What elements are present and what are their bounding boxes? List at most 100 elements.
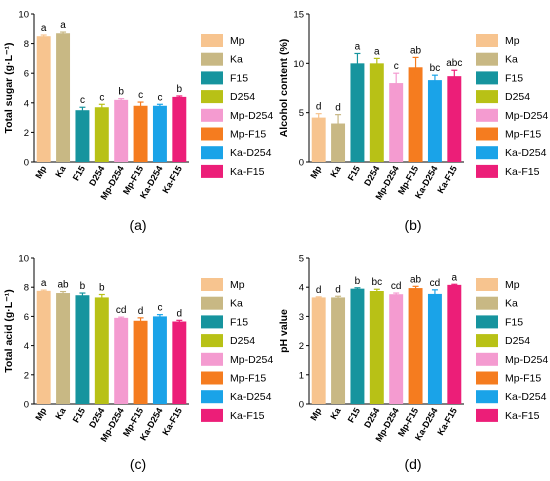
legend-label-Mp: Mp: [230, 279, 245, 291]
x-tick-label: Mp: [33, 406, 48, 423]
bar-Ka-D254: [152, 316, 167, 404]
significance-letter: abc: [446, 58, 462, 69]
legend-label-Mp-F15: Mp-F15: [505, 373, 541, 385]
panel-label-a: (a): [129, 217, 146, 233]
legend-label-Mp-D254: Mp-D254: [230, 110, 273, 122]
legend-label-Mp: Mp: [230, 35, 245, 47]
legend-label-D254: D254: [505, 91, 530, 103]
legend-swatch-Mp-D254: [201, 352, 223, 366]
x-tick-label: Ka: [53, 405, 68, 421]
legend-label-F15: F15: [505, 316, 523, 328]
significance-letter: c: [99, 92, 104, 103]
legend-swatch-Ka-F15: [476, 408, 498, 422]
legend-a: Mp Ka F15 D254 Mp-D254 Mp-F15 Ka-D254 Ka-F15: [201, 34, 273, 178]
legend-swatch-Ka-D254: [201, 146, 223, 160]
panel-c: 0 2 4 6 8 10 Total acid (g·L⁻¹) a Mp ab Ka b F15 b D25…: [3, 254, 273, 473]
significance-letter: bc: [372, 277, 383, 288]
y-tick-label: 4: [24, 341, 29, 352]
bar-Ka: [56, 293, 71, 404]
x-tick-label: Mp: [33, 164, 48, 181]
y-tick-label: 0: [24, 400, 29, 411]
x-tick-label: F15: [71, 164, 87, 182]
y-tick-label: 2: [24, 370, 29, 381]
bar-Mp: [311, 297, 326, 404]
legend-c: Mp Ka F15 D254 Mp-D254 Mp-F15 Ka-D254 Ka-F15: [201, 278, 273, 422]
significance-letter: c: [80, 95, 85, 106]
x-tick-label: F15: [71, 406, 87, 424]
legend-swatch-Ka-D254: [476, 146, 498, 160]
significance-letter: a: [41, 278, 47, 289]
legend-label-Mp-D254: Mp-D254: [505, 354, 548, 366]
legend-label-Mp: Mp: [505, 279, 520, 291]
panel-label-c: (c): [130, 456, 146, 472]
x-tick-label: Mp: [308, 164, 323, 181]
legend-swatch-Mp-F15: [476, 371, 498, 385]
x-tick-label: D254: [87, 164, 106, 188]
legend-swatch-Ka-F15: [476, 164, 498, 178]
legend-swatch-Ka: [476, 52, 498, 66]
x-tick-label: Ka: [328, 163, 343, 179]
legend-b: Mp Ka F15 D254 Mp-D254 Mp-F15 Ka-D254 Ka-F15: [476, 34, 548, 178]
legend-label-Mp-D254: Mp-D254: [505, 110, 548, 122]
x-tick-label: D254: [362, 164, 381, 188]
bar-Mp-F15: [408, 67, 423, 162]
significance-letter: c: [157, 92, 162, 103]
legend-swatch-Ka: [476, 296, 498, 310]
legend-swatch-Ka: [201, 296, 223, 310]
legend-swatch-Ka-F15: [201, 408, 223, 422]
bar-Mp: [36, 36, 51, 163]
bar-Ka-F15: [172, 96, 187, 162]
significance-letter: c: [157, 303, 162, 314]
significance-letter: b: [177, 84, 183, 95]
legend-label-Ka-F15: Ka-F15: [230, 410, 265, 422]
y-tick-label: 10: [293, 59, 304, 70]
x-tick-label: Ka: [328, 405, 343, 421]
significance-letter: c: [394, 61, 399, 72]
legend-swatch-Mp-D254: [476, 352, 498, 366]
plot-c: 0 2 4 6 8 10 Total acid (g·L⁻¹) a Mp ab Ka b F15 b D25…: [3, 254, 189, 443]
legend-label-Ka-F15: Ka-F15: [230, 166, 265, 178]
bar-Mp-D254: [114, 99, 129, 162]
legend-swatch-F15: [476, 71, 498, 85]
y-tick-label: 0: [299, 158, 304, 169]
significance-letter: b: [99, 283, 105, 294]
legend-swatch-Mp-F15: [476, 127, 498, 141]
significance-letter: bc: [430, 63, 441, 74]
bar-Ka-D254: [427, 80, 442, 162]
legend-swatch-Mp-F15: [201, 127, 223, 141]
bar-D254: [94, 107, 109, 162]
bar-F15: [75, 295, 90, 404]
legend-swatch-F15: [201, 71, 223, 85]
plot-b: 0 5 10 15 Alcohol content (%) d Mp d Ka a F15 a D254…: [278, 10, 464, 201]
y-tick-label: 15: [293, 10, 304, 21]
legend-label-Mp-F15: Mp-F15: [230, 373, 266, 385]
legend-swatch-Mp-F15: [201, 371, 223, 385]
x-tick-label: F15: [346, 164, 362, 182]
significance-letter: d: [316, 102, 322, 113]
significance-letter: d: [316, 285, 322, 296]
legend-swatch-Ka-F15: [201, 164, 223, 178]
significance-letter: d: [335, 284, 341, 295]
legend-swatch-Mp: [476, 34, 498, 47]
significance-letter: ab: [410, 45, 422, 56]
bar-Ka-F15: [447, 284, 462, 404]
significance-letter: a: [60, 20, 66, 31]
y-axis-title: Total sugar (g·L⁻¹): [3, 42, 15, 133]
y-axis-title: Alcohol content (%): [278, 39, 290, 138]
legend-swatch-D254: [201, 90, 223, 104]
x-tick-label: F15: [346, 406, 362, 424]
legend-label-Ka: Ka: [230, 298, 243, 310]
y-tick-label: 10: [18, 10, 29, 21]
bar-Ka: [331, 297, 346, 404]
legend-label-D254: D254: [505, 335, 530, 347]
y-axis-title: pH value: [278, 309, 290, 353]
significance-letter: b: [80, 281, 86, 292]
legend-swatch-F15: [476, 315, 498, 329]
significance-letter: c: [138, 90, 143, 101]
x-tick-label: Ka: [53, 163, 68, 179]
x-tick-label: D254: [362, 406, 381, 430]
legend-label-Mp-F15: Mp-F15: [505, 129, 541, 141]
legend-label-Mp-F15: Mp-F15: [230, 129, 266, 141]
